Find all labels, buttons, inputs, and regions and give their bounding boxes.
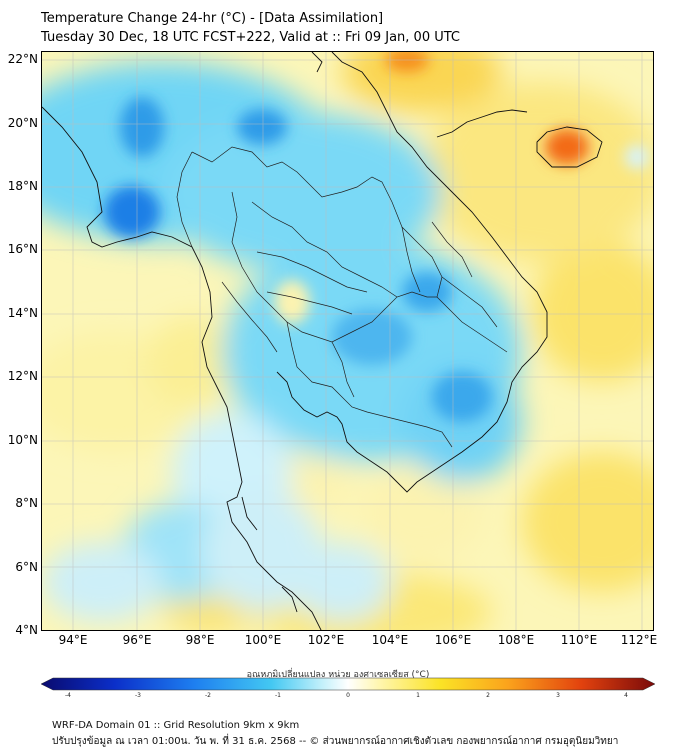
colorbar-tick-minus4: -4 xyxy=(65,692,71,699)
colorbar-gradient xyxy=(41,677,655,691)
colorbar-tick-4: 4 xyxy=(624,692,628,699)
lon-label-98e: 98°E xyxy=(185,633,215,647)
lon-label-96e: 96°E xyxy=(122,633,152,647)
colorbar-tick-0: 0 xyxy=(346,692,350,699)
colorbar-tick-1: 1 xyxy=(416,692,420,699)
lon-label-110e: 110°E xyxy=(560,633,598,647)
map-title: Temperature Change 24-hr (°C) - [Data As… xyxy=(41,11,384,26)
colorbar-label: อุณหภูมิเปลี่ยนแปลง หน่วย องศาเซลเซียส (… xyxy=(246,670,430,680)
lat-label-14n: 14°N xyxy=(7,306,38,320)
lon-label-102e: 102°E xyxy=(307,633,345,647)
lat-label-10n: 10°N xyxy=(7,433,38,447)
map-canvas xyxy=(42,52,653,630)
coastlines xyxy=(42,52,603,630)
lon-label-112e: 112°E xyxy=(620,633,658,647)
colorbar-tick-minus2: -2 xyxy=(205,692,211,699)
lat-label-16n: 16°N xyxy=(7,242,38,256)
colorbar-tick-2: 2 xyxy=(486,692,490,699)
lat-label-4n: 4°N xyxy=(15,623,38,637)
footer-update-info: ปรับปรุงข้อมูล ณ เวลา 01:00น. วัน พ. ที่… xyxy=(52,736,619,747)
lat-label-6n: 6°N xyxy=(15,560,38,574)
colorbar-tick-minus3: -3 xyxy=(135,692,141,699)
lon-label-104e: 104°E xyxy=(371,633,409,647)
temperature-extremes xyxy=(104,52,649,422)
lat-label-22n: 22°N xyxy=(7,52,38,66)
colorbar-tick-3: 3 xyxy=(556,692,560,699)
colorbar xyxy=(41,677,655,691)
borders xyxy=(176,146,508,448)
map-subtitle: Tuesday 30 Dec, 18 UTC FCST+222, Valid a… xyxy=(41,30,461,45)
lat-label-12n: 12°N xyxy=(7,369,38,383)
lat-label-18n: 18°N xyxy=(7,179,38,193)
lon-label-94e: 94°E xyxy=(58,633,88,647)
lon-label-106e: 106°E xyxy=(434,633,472,647)
temperature-change-map xyxy=(41,51,654,631)
graticule xyxy=(42,52,653,630)
lon-label-100e: 100°E xyxy=(244,633,282,647)
lat-label-20n: 20°N xyxy=(7,116,38,130)
footer-model-info: WRF-DA Domain 01 :: Grid Resolution 9km … xyxy=(52,720,300,731)
lat-label-8n: 8°N xyxy=(15,496,38,510)
lon-label-108e: 108°E xyxy=(497,633,535,647)
colorbar-tick-minus1: -1 xyxy=(275,692,281,699)
